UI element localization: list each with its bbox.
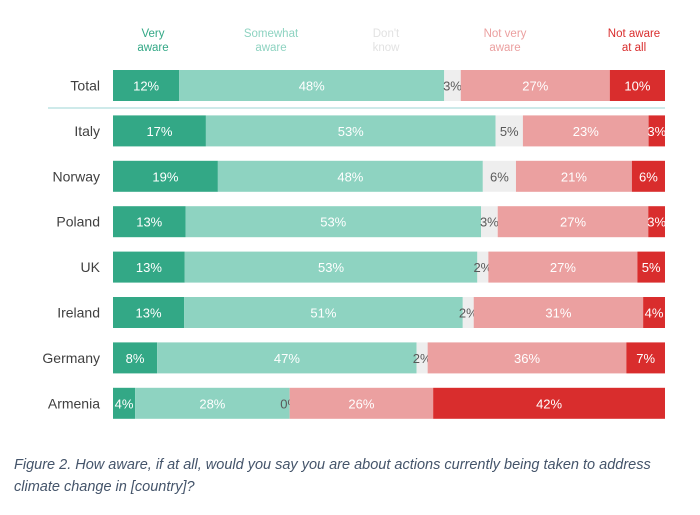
data-label-ireland-very-aware: 13%: [136, 306, 162, 321]
data-label-total-not-very-aware: 27%: [522, 79, 548, 94]
data-label-germany-very-aware: 8%: [126, 351, 145, 366]
data-label-armenia-not-aware-at-all: 42%: [536, 396, 562, 411]
data-label-norway-very-aware: 19%: [152, 169, 178, 184]
data-label-armenia-somewhat-aware: 28%: [199, 396, 225, 411]
figure-caption: Figure 2. How aware, if at all, would yo…: [14, 457, 651, 495]
bar-armenia-not-aware-at-all: [433, 387, 665, 419]
bar-norway-not-aware-at-all: [631, 160, 665, 192]
category-label-total: Total: [70, 78, 100, 94]
legend-somewhat-aware-line-2: aware: [255, 42, 286, 54]
bar-germany-don-t-know: [416, 342, 428, 374]
data-label-germany-don-t-know: 2%: [413, 351, 432, 366]
bar-poland-not-very-aware: [497, 206, 649, 238]
data-label-poland-somewhat-aware: 53%: [320, 215, 346, 230]
bar-poland-somewhat-aware: [185, 206, 481, 238]
data-label-uk-not-aware-at-all: 5%: [642, 260, 661, 275]
legend-not-very-aware-line-1: Not very: [484, 28, 527, 40]
bar-italy-very-aware: [113, 115, 206, 147]
data-label-uk-somewhat-aware: 53%: [318, 260, 344, 275]
data-label-ireland-somewhat-aware: 51%: [310, 306, 336, 321]
bar-armenia-very-aware: [113, 387, 136, 419]
category-label-poland: Poland: [56, 214, 100, 230]
legend-somewhat-aware-line-1: Somewhat: [244, 28, 299, 40]
bar-germany-not-very-aware: [427, 342, 627, 374]
data-label-norway-not-aware-at-all: 6%: [639, 169, 658, 184]
data-label-armenia-not-very-aware: 26%: [348, 396, 374, 411]
bar-poland-very-aware: [113, 206, 186, 238]
legend-don-t-know-line-1: Don't: [373, 28, 400, 40]
category-label-italy: Italy: [74, 123, 100, 139]
bar-ireland-don-t-know: [462, 297, 474, 328]
category-label-uk: UK: [81, 259, 101, 275]
bar-italy-not-aware-at-all: [648, 115, 665, 147]
category-label-germany: Germany: [42, 350, 100, 366]
bar-poland-don-t-know: [481, 206, 498, 238]
bar-total-not-very-aware: [460, 70, 610, 101]
bar-uk-not-aware-at-all: [637, 251, 665, 283]
category-label-norway: Norway: [53, 168, 100, 184]
legend-very-aware-line-2: aware: [137, 42, 168, 54]
data-label-ireland-not-very-aware: 31%: [545, 306, 571, 321]
data-label-poland-very-aware: 13%: [136, 215, 162, 230]
bar-norway-somewhat-aware: [217, 160, 483, 192]
bar-ireland-somewhat-aware: [184, 297, 463, 328]
bar-germany-not-aware-at-all: [626, 342, 665, 374]
bar-armenia-somewhat-aware: [135, 387, 290, 419]
bar-total-not-aware-at-all: [609, 70, 665, 101]
bar-armenia-not-very-aware: [289, 387, 434, 419]
data-label-italy-very-aware: 17%: [146, 124, 172, 139]
bar-italy-don-t-know: [495, 115, 523, 147]
data-label-ireland-don-t-know: 2%: [459, 306, 478, 321]
bar-total-don-t-know: [444, 70, 461, 101]
data-label-uk-very-aware: 13%: [136, 260, 162, 275]
data-label-total-not-aware-at-all: 10%: [624, 79, 650, 94]
data-label-germany-somewhat-aware: 47%: [274, 351, 300, 366]
bar-uk-somewhat-aware: [184, 251, 478, 283]
bar-italy-somewhat-aware: [205, 115, 496, 147]
data-label-poland-not-very-aware: 27%: [560, 215, 586, 230]
data-label-armenia-very-aware: 4%: [115, 396, 134, 411]
data-label-italy-not-aware-at-all: 3%: [647, 124, 666, 139]
data-label-ireland-not-aware-at-all: 4%: [645, 306, 664, 321]
data-label-poland-don-t-know: 3%: [480, 215, 499, 230]
bar-ireland-very-aware: [113, 297, 185, 328]
data-label-total-very-aware: 12%: [133, 79, 159, 94]
bar-ireland-not-very-aware: [473, 297, 644, 328]
data-label-norway-not-very-aware: 21%: [561, 169, 587, 184]
legend-very-aware-line-1: Very: [141, 28, 164, 40]
data-label-poland-not-aware-at-all: 3%: [647, 215, 666, 230]
bar-ireland-not-aware-at-all: [643, 297, 665, 328]
data-label-italy-don-t-know: 5%: [500, 124, 519, 139]
bar-total-somewhat-aware: [179, 70, 445, 101]
data-label-italy-not-very-aware: 23%: [573, 124, 599, 139]
bar-total-very-aware: [113, 70, 180, 101]
bar-norway-very-aware: [113, 160, 218, 192]
bar-germany-somewhat-aware: [157, 342, 417, 374]
bar-uk-don-t-know: [477, 251, 489, 283]
legend-not-aware-at-all-line-2: at all: [622, 42, 646, 54]
bar-germany-very-aware: [113, 342, 158, 374]
stacked-bar-chart: Very aware Somewhat aware Don't know Not very a…: [42, 28, 667, 419]
bar-italy-not-very-aware: [522, 115, 649, 147]
category-label-ireland: Ireland: [57, 305, 100, 321]
bar-uk-not-very-aware: [488, 251, 638, 283]
bar-norway-not-very-aware: [515, 160, 632, 192]
bar-poland-not-aware-at-all: [648, 206, 665, 238]
data-label-uk-not-very-aware: 27%: [550, 260, 576, 275]
bar-uk-very-aware: [113, 251, 185, 283]
legend-don-t-know-line-2: know: [373, 42, 401, 54]
bar-norway-don-t-know: [482, 160, 516, 192]
data-label-total-don-t-know: 3%: [443, 79, 462, 94]
category-label-armenia: Armenia: [48, 395, 100, 411]
data-label-uk-don-t-know: 2%: [473, 260, 492, 275]
data-label-total-somewhat-aware: 48%: [299, 79, 325, 94]
data-label-norway-don-t-know: 6%: [490, 169, 509, 184]
data-label-norway-somewhat-aware: 48%: [337, 169, 363, 184]
legend-not-very-aware-line-2: aware: [489, 42, 520, 54]
data-label-italy-somewhat-aware: 53%: [338, 124, 364, 139]
data-label-germany-not-very-aware: 36%: [514, 351, 540, 366]
legend-not-aware-at-all-line-1: Not aware: [608, 28, 660, 40]
data-label-germany-not-aware-at-all: 7%: [636, 351, 655, 366]
